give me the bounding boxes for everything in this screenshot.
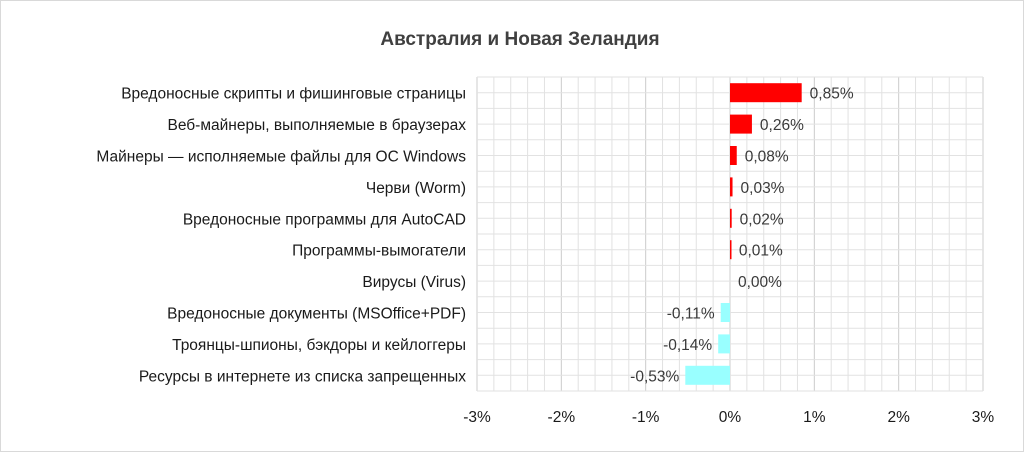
category-label: Майнеры — исполняемые файлы для ОС Windo…: [96, 149, 466, 166]
category-label: Троянцы-шпионы, бэкдоры и кейлоггеры: [172, 337, 466, 354]
value-label: 0,26%: [760, 117, 804, 134]
category-label: Вредоносные скрипты и фишинговые страниц…: [121, 86, 466, 103]
value-label: 0,01%: [739, 243, 783, 260]
x-tick-label: -2%: [548, 409, 576, 426]
x-tick-label: 0%: [719, 409, 742, 426]
x-tick-label: -1%: [632, 409, 660, 426]
bar: [730, 240, 732, 260]
category-label: Черви (Worm): [366, 180, 466, 197]
category-label: Программы-вымогатели: [292, 243, 466, 260]
chart-title: Австралия и Новая Зеландия: [380, 29, 659, 50]
value-labels: 0,85% 0,26% 0,08% 0,03% 0,02% 0,01% 0,00% -0,11…: [630, 86, 854, 386]
bar: [730, 83, 802, 103]
bar: [720, 303, 730, 322]
bar: [718, 334, 730, 354]
value-label: 0,85%: [810, 86, 854, 103]
x-axis-ticks: -3% -2% -1% 0% 1% 2% 3%: [463, 409, 994, 426]
category-label: Веб-майнеры, выполняемые в браузерах: [168, 117, 467, 134]
x-tick-label: -3%: [463, 409, 491, 426]
bar: [730, 114, 752, 134]
value-label: -0,11%: [667, 306, 715, 323]
x-tick-label: 2%: [887, 409, 910, 426]
bar: [730, 177, 733, 197]
value-label: -0,53%: [630, 368, 679, 385]
value-label: 0,02%: [740, 211, 784, 228]
x-tick-label: 1%: [803, 409, 826, 426]
bar: [685, 365, 730, 385]
x-tick-label: 3%: [972, 409, 995, 426]
value-label: 0,08%: [745, 149, 789, 166]
bar: [730, 208, 732, 228]
value-label: 0,00%: [738, 274, 782, 291]
category-label: Вредоносные документы (MSOffice+PDF): [167, 306, 466, 323]
category-label: Вредоносные программы для AutoCAD: [183, 211, 466, 228]
category-label: Ресурсы в интернете из списка запрещенны…: [139, 368, 466, 385]
bar: [730, 146, 737, 165]
bars: [685, 83, 802, 385]
category-label: Вирусы (Virus): [362, 274, 466, 291]
category-labels: Вредоносные скрипты и фишинговые страниц…: [96, 86, 466, 386]
value-label: 0,03%: [741, 180, 785, 197]
value-label: -0,14%: [663, 337, 712, 354]
